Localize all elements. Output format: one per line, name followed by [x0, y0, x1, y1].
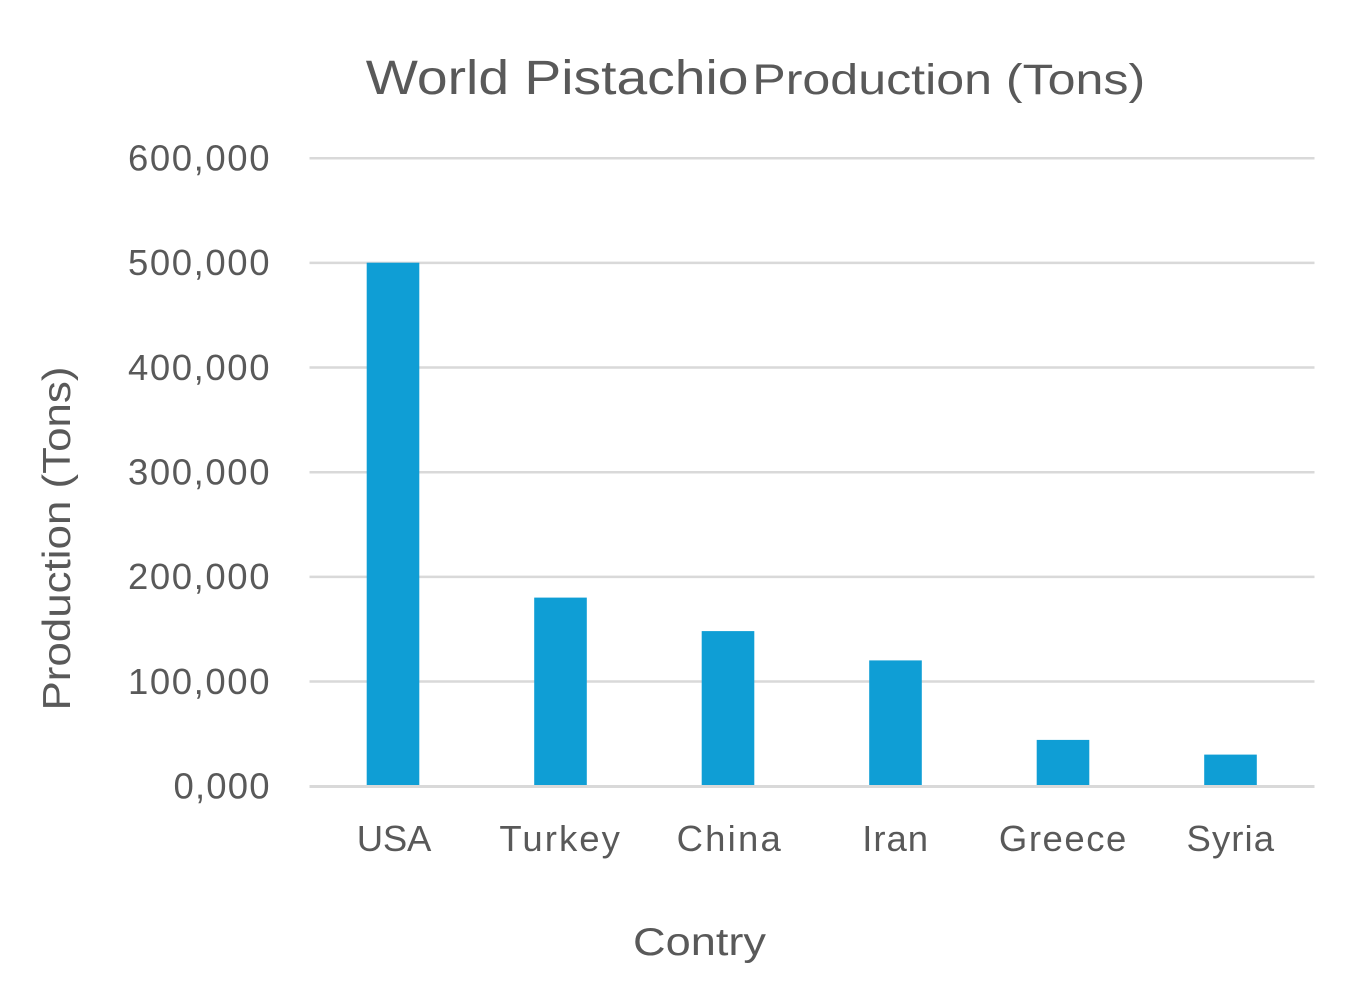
svg-text:200,000: 200,000 [128, 556, 270, 597]
svg-text:500,000: 500,000 [128, 242, 270, 283]
svg-text:0,000: 0,000 [174, 766, 270, 807]
svg-text:300,000: 300,000 [128, 452, 270, 493]
svg-text:Production (Tons): Production (Tons) [36, 367, 79, 711]
svg-text:Greece: Greece [999, 818, 1126, 859]
svg-text:Iran: Iran [862, 818, 928, 859]
svg-text:Contry: Contry [633, 921, 767, 964]
svg-text:China: China [677, 818, 782, 859]
svg-text:Production (Tons): Production (Tons) [752, 56, 1145, 104]
svg-text:Syria: Syria [1187, 818, 1275, 859]
svg-text:Turkey: Turkey [499, 818, 620, 859]
svg-text:USA: USA [357, 818, 432, 859]
svg-text:World Pistachio: World Pistachio [366, 52, 749, 105]
svg-text:600,000: 600,000 [128, 138, 270, 179]
svg-text:400,000: 400,000 [128, 347, 270, 388]
svg-text:100,000: 100,000 [128, 661, 270, 702]
